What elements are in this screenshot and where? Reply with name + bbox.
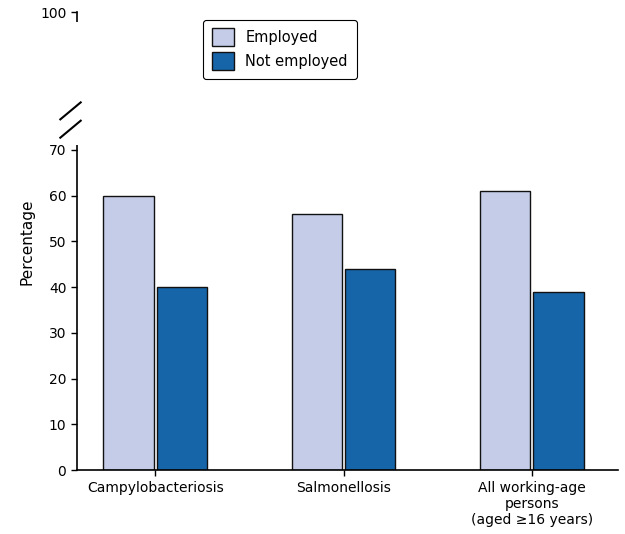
Bar — [104, 195, 154, 470]
Bar — [533, 292, 584, 470]
Bar — [480, 191, 530, 470]
Y-axis label: Percentage: Percentage — [19, 198, 34, 285]
Bar — [58, 21, 83, 145]
Legend: Employed, Not employed: Employed, Not employed — [203, 20, 357, 78]
Bar — [292, 214, 342, 470]
Bar — [157, 287, 207, 470]
Bar — [345, 269, 395, 470]
